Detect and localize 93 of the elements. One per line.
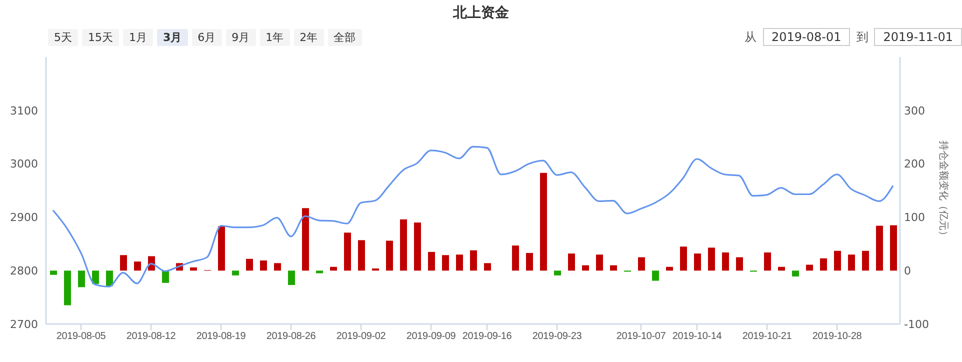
bar [834,250,841,271]
bar [106,270,113,286]
bar [764,252,771,271]
bar [820,258,827,271]
bar [260,260,267,271]
y2-tick-label: 100 [904,211,925,224]
bar [78,270,85,288]
bar [778,266,785,271]
bar [470,250,477,271]
bar [190,267,197,271]
bar [456,254,463,271]
y2-tick-label: 200 [904,158,925,171]
y2-axis-title: 持仓金额变化（亿元） [937,140,950,240]
x-tick-label: 2019-08-26 [266,331,316,342]
x-tick-label: 2019-08-19 [196,331,246,342]
range-button: 1年 [260,29,290,46]
x-tick-label: 2019-08-12 [126,331,176,342]
x-tick-label: 2019-10-14 [672,331,722,342]
bar [232,270,239,276]
bar [302,208,309,271]
range-button: 9月 [226,29,256,46]
y2-tick-label: 0 [904,264,911,278]
range-button: 5天 [48,29,78,46]
x-tick-label: 2019-09-09 [406,331,456,342]
bar [694,254,701,271]
range-button: 2年 [294,29,324,46]
bar [680,246,687,271]
bar [610,265,617,271]
bar [288,270,295,286]
bar [862,250,869,271]
text: 从 [744,28,756,46]
x-tick-label: 2019-10-21 [742,331,792,342]
x-tick-label: 2019-10-28 [812,331,862,342]
bar [554,270,561,276]
bar [358,240,365,271]
bar [344,232,351,271]
bar [708,248,715,271]
line-series [52,146,894,288]
bar [848,254,855,271]
range-button: 1月 [123,29,153,46]
text: 到 [856,28,868,46]
y-tick-label: 3000 [10,158,38,171]
bar [722,252,729,271]
x-tick-label: 2019-08-05 [56,331,106,342]
chart-title: 北上资金 [452,4,510,22]
bar [372,268,379,271]
bar [274,263,281,271]
bar [64,270,71,306]
bar [414,222,421,271]
date-field: 2019-08-01 [762,28,850,46]
range-button: 全部 [328,29,362,46]
bar [792,270,799,276]
range-button: 3月 [157,29,188,46]
bar [120,255,127,271]
x-tick-label: 2019-10-07 [616,331,666,342]
bar [526,252,533,271]
x-tick-label: 2019-09-16 [462,331,512,342]
bar [596,254,603,271]
bar [330,266,337,271]
y-tick-label: 2900 [10,211,38,224]
bar [484,263,491,271]
bar [890,225,897,271]
bar [428,252,435,271]
bar [582,265,589,271]
bar [400,219,407,271]
y2-tick-label: -100 [904,318,929,331]
range-button: 6月 [192,29,222,46]
bar [386,240,393,271]
bar [540,172,547,271]
x-tick-label: 2019-09-23 [532,331,582,342]
bar [442,255,449,271]
bar [316,270,323,274]
x-tick-label: 2019-09-02 [336,331,386,342]
bar [246,258,253,271]
bar [568,254,575,271]
bar [806,264,813,271]
y-tick-label: 2800 [10,264,38,278]
bar [736,257,743,271]
bar [92,270,99,284]
bar [218,226,225,271]
bar [876,226,883,271]
bar [162,270,169,283]
date-field: 2019-11-01 [874,28,962,46]
bar [50,270,57,275]
bar [638,257,645,271]
range-button: 15天 [82,29,119,46]
bar [512,246,519,271]
y-tick-label: 3100 [10,104,38,118]
y-tick-label: 2700 [10,318,38,331]
bar [134,262,141,271]
y2-tick-label: 300 [904,104,925,118]
bar [652,270,659,281]
bar [666,266,673,271]
